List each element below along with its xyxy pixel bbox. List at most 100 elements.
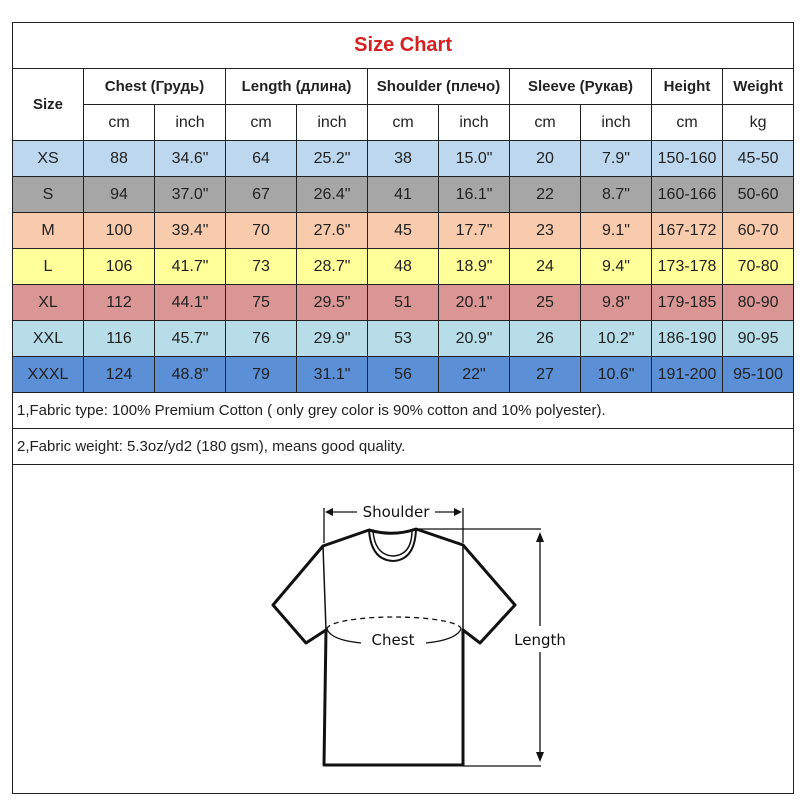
value-cell: 112: [83, 284, 155, 321]
value-cell: 38: [367, 140, 439, 177]
value-cell: 9.1": [580, 212, 652, 249]
value-cell: 173-178: [651, 248, 723, 285]
size-cell: S: [12, 176, 84, 213]
unit-label: cm: [509, 104, 581, 141]
value-cell: 73: [225, 248, 297, 285]
value-cell: 18.9": [438, 248, 510, 285]
value-cell: 15.0": [438, 140, 510, 177]
size-cell: XL: [12, 284, 84, 321]
header-chest: Chest (Грудь): [83, 68, 226, 105]
value-cell: 22": [438, 356, 510, 393]
size-row-xs: XS 88 34.6" 64 25.2" 38 15.0" 20 7.9" 150-160 45-5…: [12, 140, 795, 177]
value-cell: 45: [367, 212, 439, 249]
value-cell: 48: [367, 248, 439, 285]
header-length: Length (длина): [225, 68, 368, 105]
tshirt-outline-icon: [271, 527, 517, 767]
value-cell: 20.9": [438, 320, 510, 357]
unit-label: cm: [225, 104, 297, 141]
value-cell: 48.8": [154, 356, 226, 393]
unit-label: inch: [154, 104, 226, 141]
value-cell: 28.7": [296, 248, 368, 285]
size-rows: XS 88 34.6" 64 25.2" 38 15.0" 20 7.9" 150-160 45-5…: [12, 140, 795, 393]
unit-label: inch: [438, 104, 510, 141]
size-row-xxxl: XXXL 124 48.8" 79 31.1" 56 22" 27 10.6" 191-200 95…: [12, 356, 795, 393]
value-cell: 167-172: [651, 212, 723, 249]
value-cell: 191-200: [651, 356, 723, 393]
value-cell: 124: [83, 356, 155, 393]
value-cell: 44.1": [154, 284, 226, 321]
value-cell: 51: [367, 284, 439, 321]
length-label: Length: [514, 631, 566, 649]
value-cell: 70: [225, 212, 297, 249]
value-cell: 76: [225, 320, 297, 357]
value-cell: 150-160: [651, 140, 723, 177]
chart-title: Size Chart: [11, 22, 795, 69]
value-cell: 64: [225, 140, 297, 177]
value-cell: 23: [509, 212, 581, 249]
value-cell: 94: [83, 176, 155, 213]
value-cell: 31.1": [296, 356, 368, 393]
value-cell: 17.7": [438, 212, 510, 249]
unit-label: kg: [721, 104, 795, 141]
units-row: cm inch cm inch cm inch cm inch cm kg: [13, 104, 795, 141]
value-cell: 22: [509, 176, 581, 213]
header-size: Size: [12, 68, 84, 141]
note-fabric-type: 1,Fabric type: 100% Premium Cotton ( onl…: [11, 392, 795, 429]
value-cell: 10.6": [580, 356, 652, 393]
value-cell: 56: [367, 356, 439, 393]
note-fabric-weight: 2,Fabric weight: 5.3oz/yd2 (180 gsm), me…: [11, 428, 795, 465]
value-cell: 9.4": [580, 248, 652, 285]
header-weight: Weight: [721, 68, 795, 105]
value-cell: 41: [367, 176, 439, 213]
value-cell: 39.4": [154, 212, 226, 249]
tshirt-diagram: Shoulder Chest Length: [271, 503, 566, 767]
value-cell: 160-166: [651, 176, 723, 213]
value-cell: 26: [509, 320, 581, 357]
size-row-s: S 94 37.0" 67 26.4" 41 16.1" 22 8.7" 160-166 50-60: [12, 176, 795, 213]
value-cell: 186-190: [651, 320, 723, 357]
value-cell: 50-60: [721, 176, 795, 213]
value-cell: 16.1": [438, 176, 510, 213]
size-row-xl: XL 112 44.1" 75 29.5" 51 20.1" 25 9.8" 179-185 80-…: [12, 284, 795, 321]
value-cell: 53: [367, 320, 439, 357]
value-cell: 20: [509, 140, 581, 177]
value-cell: 95-100: [721, 356, 795, 393]
size-chart-table: Size Chart Size Chest (Грудь) Length (дл…: [11, 22, 795, 794]
unit-label: inch: [296, 104, 368, 141]
value-cell: 24: [509, 248, 581, 285]
unit-label: inch: [580, 104, 652, 141]
size-cell: XXXL: [12, 356, 84, 393]
unit-label: cm: [651, 104, 723, 141]
value-cell: 8.7": [580, 176, 652, 213]
value-cell: 45-50: [721, 140, 795, 177]
header-height: Height: [651, 68, 723, 105]
value-cell: 179-185: [651, 284, 723, 321]
chest-label: Chest: [372, 631, 415, 649]
size-cell: XXL: [12, 320, 84, 357]
value-cell: 34.6": [154, 140, 226, 177]
value-cell: 29.5": [296, 284, 368, 321]
value-cell: 25: [509, 284, 581, 321]
value-cell: 75: [225, 284, 297, 321]
value-cell: 60-70: [721, 212, 795, 249]
value-cell: 20.1": [438, 284, 510, 321]
size-cell: L: [12, 248, 84, 285]
value-cell: 90-95: [721, 320, 795, 357]
value-cell: 7.9": [580, 140, 652, 177]
unit-label: cm: [367, 104, 439, 141]
shoulder-label: Shoulder: [363, 503, 431, 521]
value-cell: 106: [83, 248, 155, 285]
header-sleeve: Sleeve (Рукав): [509, 68, 652, 105]
value-cell: 80-90: [721, 284, 795, 321]
size-cell: M: [12, 212, 84, 249]
value-cell: 79: [225, 356, 297, 393]
size-cell: XS: [12, 140, 84, 177]
value-cell: 37.0": [154, 176, 226, 213]
value-cell: 41.7": [154, 248, 226, 285]
value-cell: 27.6": [296, 212, 368, 249]
value-cell: 27: [509, 356, 581, 393]
size-row-l: L 106 41.7" 73 28.7" 48 18.9" 24 9.4" 173-178 70-8…: [12, 248, 795, 285]
value-cell: 10.2": [580, 320, 652, 357]
value-cell: 70-80: [721, 248, 795, 285]
tshirt-diagram-cell: Shoulder Chest Length: [11, 464, 795, 794]
